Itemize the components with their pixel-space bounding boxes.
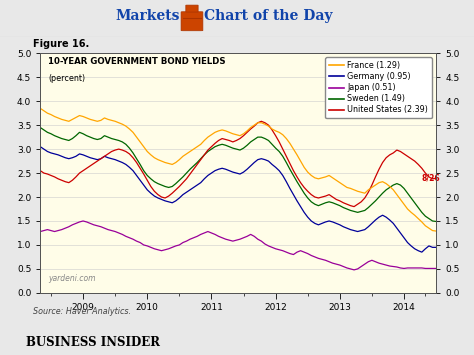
Text: Chart of the Day: Chart of the Day [204, 9, 332, 23]
Text: Markets: Markets [116, 9, 180, 23]
FancyBboxPatch shape [181, 12, 203, 31]
Text: 10-YEAR GOVERNMENT BOND YIELDS: 10-YEAR GOVERNMENT BOND YIELDS [48, 57, 226, 66]
Text: (percent): (percent) [48, 73, 85, 83]
Legend: France (1.29), Germany (0.95), Japan (0.51), Sweden (1.49), United States (2.39): France (1.29), Germany (0.95), Japan (0.… [325, 57, 432, 118]
Text: BUSINESS INSIDER: BUSINESS INSIDER [26, 337, 160, 349]
FancyBboxPatch shape [186, 5, 198, 12]
Text: 8/26: 8/26 [422, 174, 440, 183]
Text: yardeni.com: yardeni.com [48, 274, 96, 283]
Text: Source: Haver Analytics.: Source: Haver Analytics. [33, 307, 131, 316]
Text: Figure 16.: Figure 16. [33, 39, 90, 49]
